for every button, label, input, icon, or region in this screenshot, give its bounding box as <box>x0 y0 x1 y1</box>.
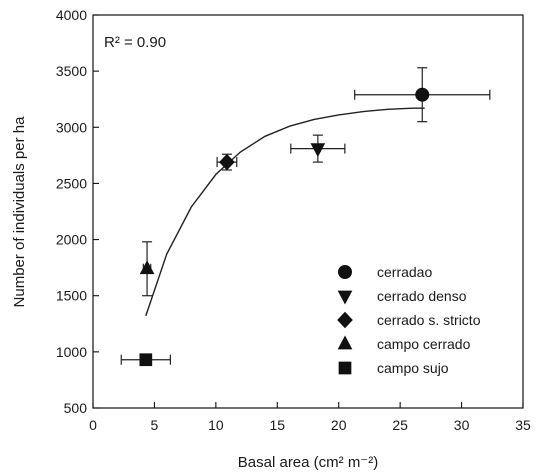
marker-square <box>139 353 153 367</box>
x-tick-label: 25 <box>392 417 408 433</box>
x-tick-label: 15 <box>269 417 285 433</box>
y-tick-label: 3500 <box>56 63 87 79</box>
legend-item: cerrado s. stricto <box>337 311 481 329</box>
y-tick-label: 3000 <box>56 119 87 135</box>
x-tick-label: 35 <box>515 417 531 433</box>
y-tick-label: 1000 <box>56 344 87 360</box>
legend-item: campo cerrado <box>337 335 471 352</box>
y-tick-label: 4000 <box>56 7 87 23</box>
r-squared-annotation: R² = 0.90 <box>104 34 166 51</box>
data-points <box>120 67 491 367</box>
x-tick-label: 30 <box>454 417 470 433</box>
y-tick-label: 500 <box>64 400 88 416</box>
y-axis-title: Number of individuals per ha <box>11 116 28 308</box>
plot-area: 0 5 10 15 20 25 30 35 500 1000 1500 2000 2500 3000 35… <box>56 7 531 433</box>
legend-marker-diamond <box>337 311 353 329</box>
x-axis-title: Basal area (cm² m⁻²) <box>238 454 378 471</box>
legend-marker-square <box>338 361 352 375</box>
y-axis-ticks: 500 1000 1500 2000 2500 3000 3500 4000 <box>56 7 99 416</box>
y-tick-label: 1500 <box>56 288 87 304</box>
x-tick-label: 0 <box>89 417 97 433</box>
marker-triangle-down <box>310 143 326 158</box>
y-tick-label: 2500 <box>56 175 87 191</box>
marker-diamond <box>219 153 235 171</box>
data-point-campo-sujo <box>120 353 171 367</box>
x-tick-label: 20 <box>331 417 347 433</box>
data-point-cerrado-denso <box>290 134 346 163</box>
legend: cerradao cerrado denso cerrado s. stricto c… <box>337 264 481 376</box>
legend-item: cerradao <box>338 264 432 280</box>
data-point-cerrado-s-stricto <box>216 153 238 171</box>
marker-circle <box>415 87 430 102</box>
y-tick-label: 2000 <box>56 232 87 248</box>
legend-label: cerrado s. stricto <box>377 312 481 328</box>
legend-marker-triangle-up <box>337 335 353 350</box>
legend-item: cerrado denso <box>337 288 467 305</box>
fit-curve <box>145 107 425 317</box>
plot-frame <box>92 14 524 409</box>
x-axis-ticks: 0 5 10 15 20 25 30 35 <box>89 402 531 433</box>
legend-marker-triangle-down <box>337 290 353 305</box>
legend-item: campo sujo <box>338 360 449 376</box>
data-point-cerradao <box>354 67 491 123</box>
x-tick-label: 10 <box>208 417 224 433</box>
legend-label: cerradao <box>377 264 432 280</box>
x-tick-label: 5 <box>151 417 159 433</box>
marker-triangle-up <box>139 260 155 275</box>
legend-marker-circle <box>338 265 352 279</box>
legend-label: cerrado denso <box>377 288 467 304</box>
data-point-campo-cerrado <box>139 241 155 297</box>
legend-label: campo cerrado <box>377 336 471 352</box>
legend-label: campo sujo <box>377 360 449 376</box>
